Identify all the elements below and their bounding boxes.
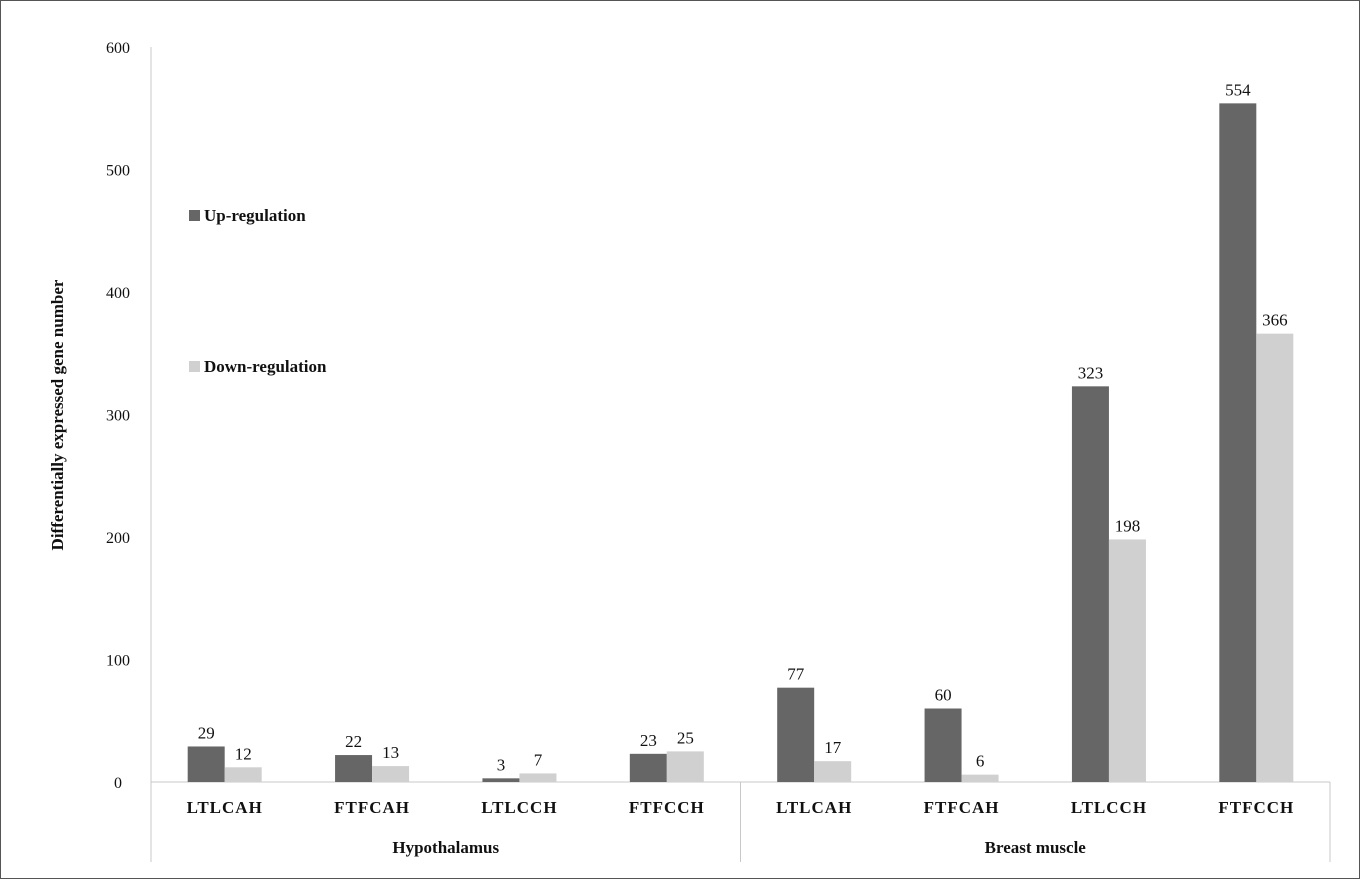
y-tick-label: 500 — [106, 163, 130, 180]
bar-up-5 — [924, 708, 962, 782]
category-label: LTLCCH — [1071, 798, 1147, 817]
bar-down-6 — [1108, 539, 1146, 782]
bar-up-1 — [335, 755, 373, 782]
data-label: 6 — [976, 752, 985, 771]
data-label: 23 — [640, 731, 657, 750]
legend-label: Up-regulation — [204, 206, 306, 225]
data-label: 3 — [497, 755, 506, 774]
y-tick-label: 300 — [106, 408, 130, 425]
category-label: FTFCAH — [924, 798, 1000, 817]
data-label: 60 — [935, 686, 952, 705]
bar-down-2 — [519, 773, 557, 782]
legend: Up-regulation Down-regulation — [189, 206, 327, 376]
group-label: Breast muscle — [985, 838, 1087, 857]
bar-up-7 — [1219, 103, 1257, 783]
category-label: FTFCAH — [334, 798, 410, 817]
bar-down-4 — [814, 761, 852, 782]
y-tick-label: 200 — [106, 530, 130, 547]
data-label: 554 — [1225, 80, 1251, 99]
y-tick-label: 600 — [106, 40, 130, 57]
bar-down-3 — [666, 751, 704, 782]
bar-down-7 — [1256, 333, 1294, 782]
category-labels: LTLCAH FTFCAH LTLCCH FTFCCH LTLCAH FTFCAH LTLC… — [187, 798, 1294, 817]
bar-down-5 — [961, 774, 999, 782]
group-label: Hypothalamus — [392, 838, 499, 857]
data-label: 17 — [824, 738, 842, 757]
data-label: 198 — [1115, 516, 1141, 535]
bar-up-6 — [1071, 386, 1109, 782]
category-label: LTLCAH — [187, 798, 263, 817]
bar-up-2 — [482, 778, 520, 782]
category-label: FTFCCH — [629, 798, 705, 817]
data-label: 29 — [198, 723, 215, 742]
data-label: 12 — [235, 744, 252, 763]
y-tick-label: 400 — [106, 285, 130, 302]
bar-up-0 — [187, 746, 225, 782]
bar-up-3 — [629, 753, 667, 782]
y-axis-ticks: 0 100 200 300 400 500 600 — [106, 40, 130, 792]
legend-swatch — [189, 210, 200, 221]
group-labels: Hypothalamus Breast muscle — [150, 782, 1331, 862]
category-label: LTLCAH — [776, 798, 852, 817]
data-label: 13 — [382, 743, 399, 762]
data-label: 25 — [677, 728, 694, 747]
bars — [187, 103, 1294, 783]
data-label: 22 — [345, 732, 362, 751]
legend-label: Down-regulation — [204, 357, 327, 376]
data-label: 7 — [534, 750, 543, 769]
y-axis-label: Differentially expressed gene number — [48, 279, 67, 550]
data-label: 323 — [1078, 363, 1104, 382]
data-label: 366 — [1262, 311, 1288, 330]
category-label: FTFCCH — [1218, 798, 1294, 817]
bar-down-1 — [372, 766, 410, 782]
y-tick-label: 0 — [114, 775, 122, 792]
legend-swatch — [189, 361, 200, 372]
data-label: 77 — [787, 665, 805, 684]
bar-down-0 — [224, 767, 262, 782]
category-label: LTLCCH — [481, 798, 557, 817]
data-labels: 29 12 22 13 3 7 23 25 77 17 60 6 323 198 554 366 — [198, 80, 1288, 774]
bar-up-4 — [777, 687, 815, 782]
y-tick-label: 100 — [106, 653, 130, 670]
